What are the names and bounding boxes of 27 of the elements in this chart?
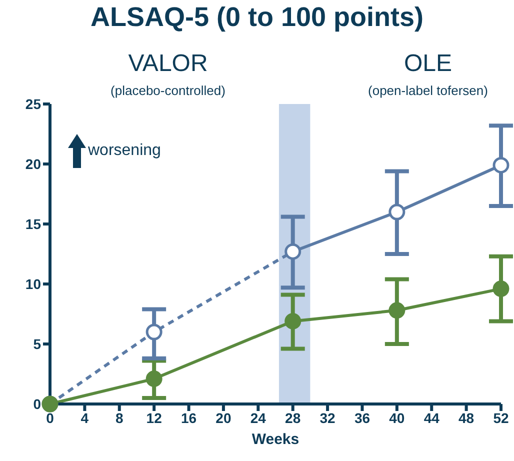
x-tick-label: 48 [458,410,474,426]
y-tick-label: 15 [25,216,42,232]
x-tick-label: 52 [493,410,509,426]
x-tick-label: 20 [216,410,232,426]
x-tick-label: 16 [180,410,197,426]
y-tick-label: 20 [25,156,42,172]
x-tick-label: 12 [146,410,162,426]
x-tick-label: 4 [80,410,89,426]
annotation: worsening [88,142,161,160]
x-tick-label: 8 [115,410,124,426]
x-tick-label: 0 [46,410,54,426]
text: VALOR [127,50,209,77]
text: (placebo-controlled) [110,83,226,98]
text: (open-label tofersen) [367,83,489,98]
x-axis-title: Weeks [252,431,300,448]
x-tick-label: 28 [285,410,301,426]
x-tick-label: 24 [250,410,266,426]
x-tick-label: 40 [389,410,405,426]
y-tick-label: 10 [25,276,42,292]
chart-title: ALSAQ-5 (0 to 100 points) [89,2,425,33]
y-tick-label: 0 [33,396,42,412]
y-tick-label: 5 [33,336,42,352]
x-tick-label: 32 [320,410,336,426]
x-tick-label: 44 [424,410,440,426]
text: OLE [402,50,454,77]
x-tick-label: 36 [354,410,370,426]
y-tick-label: 25 [25,96,42,112]
